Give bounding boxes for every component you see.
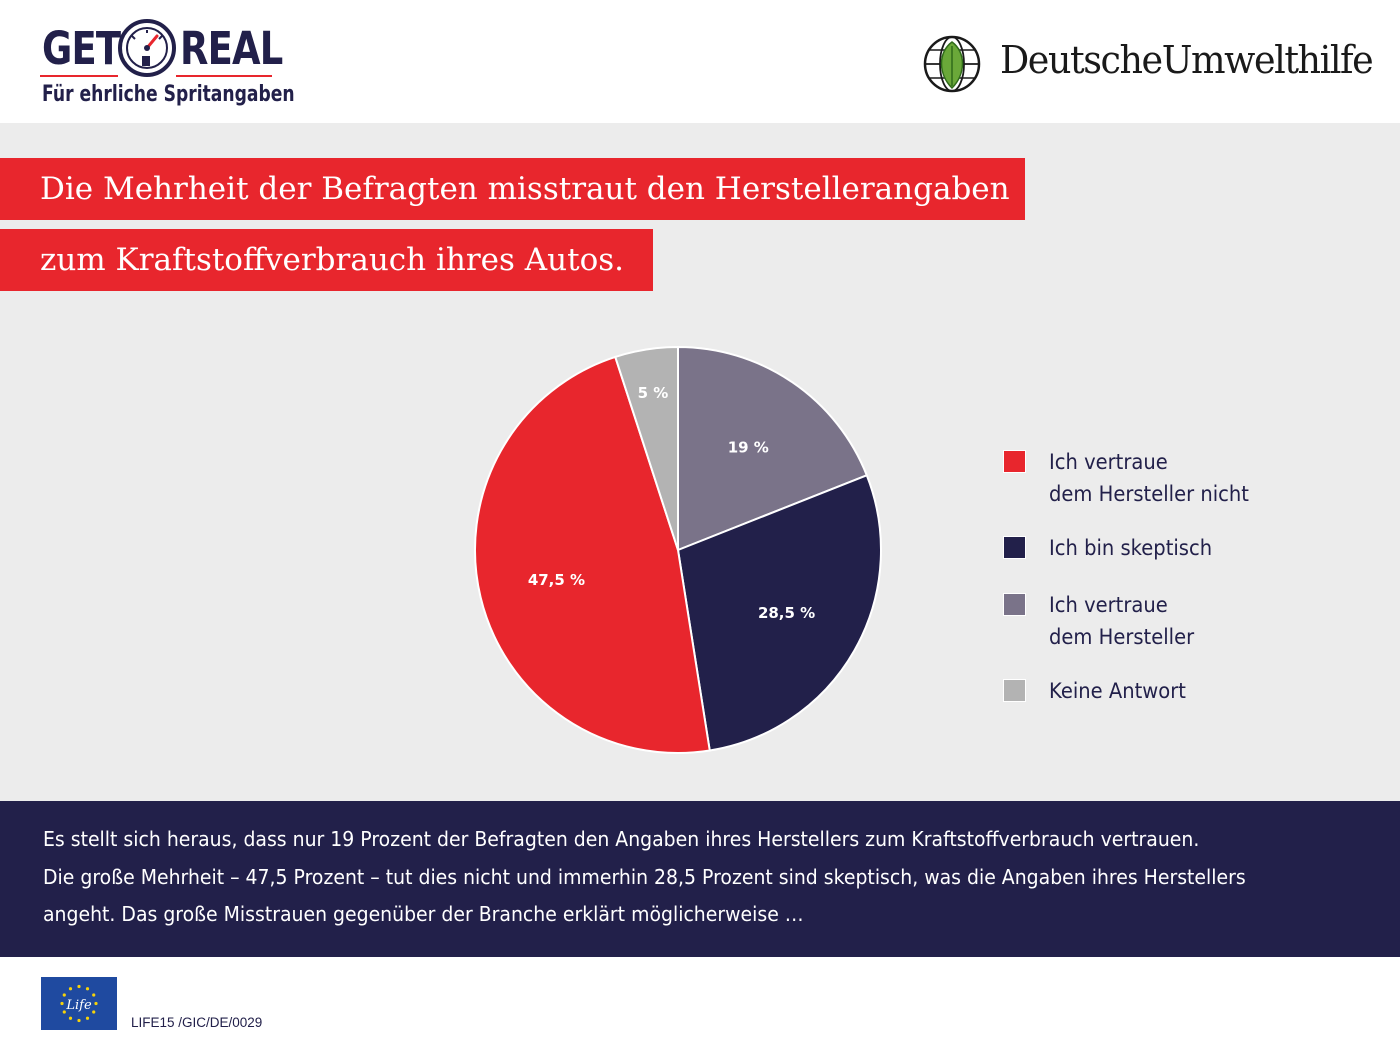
getreal-word-get: GET [42, 22, 121, 75]
eu-star-icon [68, 987, 73, 991]
pie-slice [474, 355, 711, 754]
getreal-tagline: Für ehrliche Spritangaben [42, 82, 295, 107]
legend-swatch [1003, 536, 1026, 559]
eu-star-icon [85, 987, 90, 991]
eu-star-icon [68, 1016, 73, 1020]
duh-logo: DeutscheUmwelthilfe [922, 34, 1374, 94]
legend-label: Keine Antwort [1049, 679, 1186, 703]
fuel-gauge-icon [118, 19, 176, 77]
summary-line-1: Es stellt sich heraus, dass nur 19 Proze… [43, 827, 1200, 851]
getreal-rule-right [176, 75, 272, 77]
chart-legend: Ich vertraue dem Hersteller nicht Ich bin… [1003, 448, 1383, 718]
pie-slice [614, 345, 679, 551]
eu-star-icon [94, 1001, 98, 1006]
getreal-rule-left [40, 75, 118, 77]
pie-data-label: 19 % [728, 439, 769, 457]
eu-star-icon [92, 993, 96, 997]
eu-star-icon [77, 984, 81, 989]
summary-line-2: Die große Mehrheit – 47,5 Prozent – tut … [43, 864, 1246, 889]
globe-leaf-icon [923, 35, 981, 93]
pie-data-label: 47,5 % [528, 571, 585, 589]
eu-star-icon [85, 1016, 90, 1020]
legend-swatch [1003, 593, 1026, 616]
header: GET REAL Für ehrliche Spritangaben Deuts… [0, 0, 1400, 123]
pie-slice [676, 473, 882, 752]
duh-wordmark: DeutscheUmwelthilfe [1000, 38, 1374, 82]
pie-data-label: 5 % [638, 384, 669, 402]
summary-band: Es stellt sich heraus, dass nur 19 Proze… [0, 801, 1400, 957]
eu-life-logo: Life [41, 977, 117, 1030]
eu-star-icon [60, 1001, 64, 1006]
getreal-logo: GET REAL Für ehrliche Spritangaben [40, 18, 295, 118]
title-line-1: Die Mehrheit der Befragten misstraut den… [0, 158, 1025, 220]
eu-star-icon [77, 1018, 81, 1023]
pie-data-label: 28,5 % [758, 604, 815, 622]
pie-chart: 19 % 28,5 % 47,5 % 5 % [474, 345, 882, 754]
legend-swatch [1003, 679, 1026, 702]
legend-label: Ich vertraue dem Hersteller nicht [1049, 450, 1249, 506]
eu-star-icon [62, 993, 66, 997]
project-code: LIFE15 /GIC/DE/0029 [131, 1015, 263, 1030]
legend-swatch [1003, 450, 1026, 473]
bottom-bar: Life LIFE15 /GIC/DE/0029 [0, 957, 1400, 1050]
title-line-2: zum Kraftstoffverbrauch ihres Autos. [0, 229, 653, 291]
eu-star-icon [92, 1010, 96, 1014]
summary-line-3: angeht. Das große Misstrauen gegenüber d… [43, 902, 804, 926]
life-logo-text: Life [65, 998, 92, 1013]
legend-label: Ich vertraue dem Hersteller [1049, 593, 1195, 649]
eu-star-icon [62, 1010, 66, 1014]
getreal-word-real: REAL [180, 22, 283, 75]
pie-slice [677, 345, 869, 552]
legend-label: Ich bin skeptisch [1049, 536, 1213, 560]
